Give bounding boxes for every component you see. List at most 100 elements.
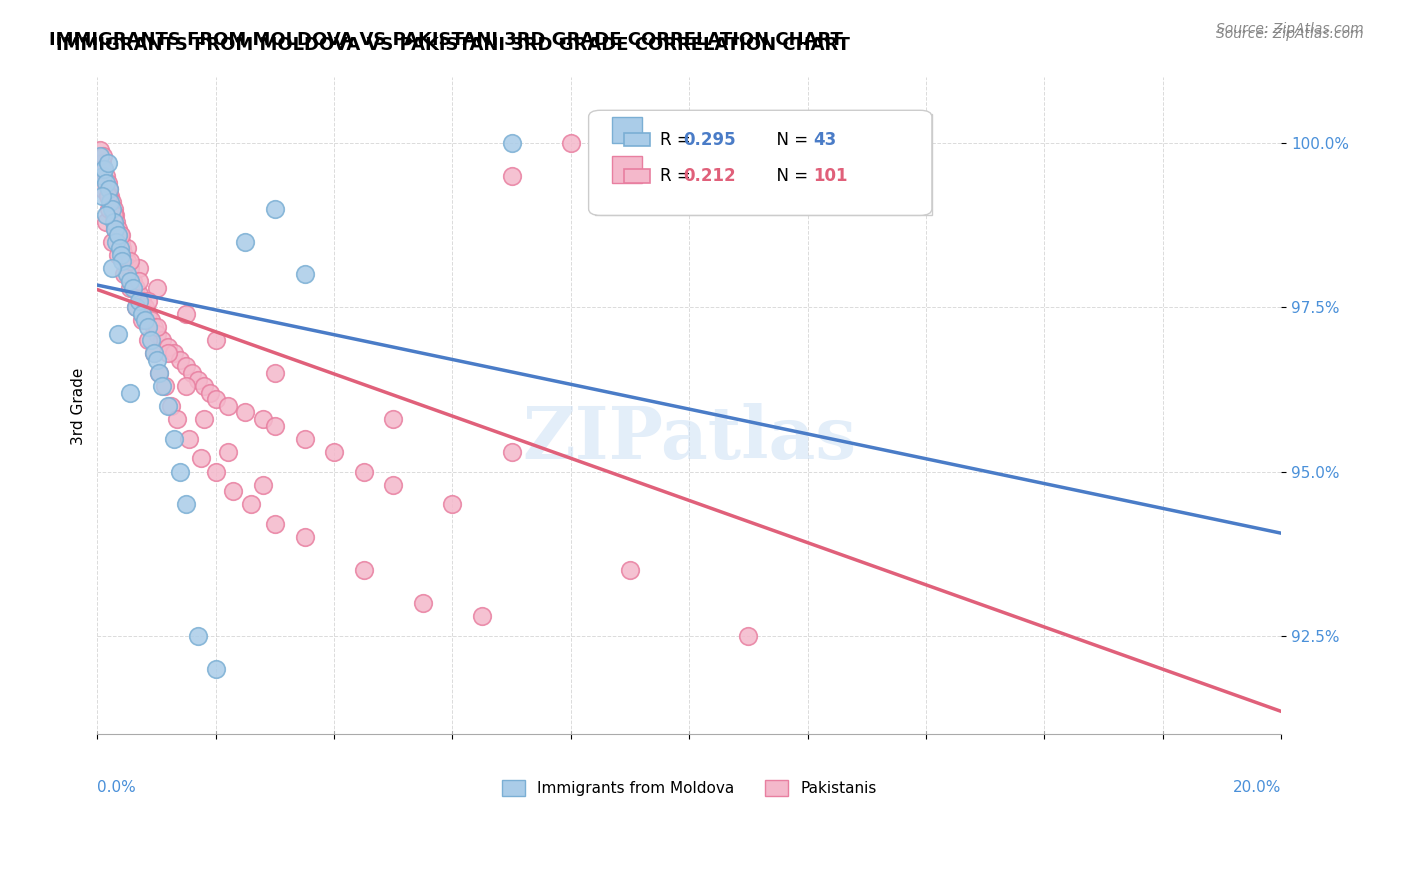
Point (217, 399, 239, 413)
Point (796, 156, 818, 170)
Point (98, 202, 121, 216)
Point (155, 379, 177, 393)
Point (108, 228, 131, 243)
Point (174, 307, 197, 321)
Point (142, 346, 165, 360)
Point (128, 293, 150, 308)
Point (112, 248, 135, 262)
Text: N =: N = (766, 167, 814, 185)
Point (471, 609, 494, 624)
Point (125, 301, 148, 315)
Point (252, 477, 274, 491)
Point (193, 379, 215, 393)
Text: 43: 43 (814, 131, 837, 149)
Point (103, 202, 125, 216)
Point (131, 313, 153, 327)
Text: R =: R = (659, 167, 696, 185)
Y-axis label: 3rd Grade: 3rd Grade (72, 368, 86, 444)
Text: 20.0%: 20.0% (1233, 780, 1281, 796)
Point (100, 188, 122, 202)
Point (264, 202, 287, 216)
Point (96, 208, 118, 222)
Point (91, 162, 114, 177)
Point (174, 379, 197, 393)
Legend: Immigrants from Moldova, Pakistanis: Immigrants from Moldova, Pakistanis (496, 774, 883, 802)
Text: ZIPatlas: ZIPatlas (522, 403, 856, 475)
Text: IMMIGRANTS FROM MOLDOVA VS PAKISTANI 3RD GRADE CORRELATION CHART: IMMIGRANTS FROM MOLDOVA VS PAKISTANI 3RD… (56, 36, 851, 54)
FancyBboxPatch shape (595, 113, 932, 215)
Point (193, 412, 215, 426)
Text: 0.212: 0.212 (683, 167, 735, 185)
Point (125, 280, 148, 294)
Point (105, 215, 128, 229)
Point (157, 399, 180, 413)
Point (145, 320, 167, 334)
Point (101, 260, 124, 275)
Point (142, 320, 165, 334)
Point (240, 497, 263, 511)
Point (89, 143, 111, 157)
Point (353, 563, 375, 577)
Point (136, 293, 159, 308)
Point (204, 333, 226, 347)
Point (441, 497, 464, 511)
Point (89, 149, 111, 163)
Point (252, 412, 274, 426)
Point (678, 149, 700, 163)
Point (115, 268, 138, 282)
Point (145, 352, 167, 367)
Point (174, 359, 197, 374)
Point (93, 162, 115, 177)
Point (118, 260, 141, 275)
Point (118, 274, 141, 288)
Point (97, 156, 120, 170)
Bar (624, 133, 650, 146)
Point (152, 333, 174, 347)
Point (134, 313, 156, 327)
Point (103, 215, 125, 229)
Point (121, 280, 143, 294)
Point (128, 274, 150, 288)
Point (136, 333, 159, 347)
Point (111, 241, 134, 255)
Point (190, 451, 212, 466)
Point (115, 254, 138, 268)
Text: IMMIGRANTS FROM MOLDOVA VS PAKISTANI 3RD GRADE CORRELATION CHART: IMMIGRANTS FROM MOLDOVA VS PAKISTANI 3RD… (49, 31, 844, 49)
Point (169, 465, 191, 479)
Point (110, 248, 132, 262)
Bar (612, 117, 643, 143)
Point (382, 412, 405, 426)
Point (101, 202, 124, 216)
Point (101, 235, 124, 249)
Point (181, 366, 204, 380)
Text: 0.0%: 0.0% (97, 780, 136, 796)
Point (118, 280, 141, 294)
Point (108, 241, 131, 255)
Point (204, 465, 226, 479)
Point (145, 280, 167, 294)
Point (101, 195, 124, 210)
Point (157, 346, 180, 360)
Point (501, 169, 523, 183)
Point (619, 563, 641, 577)
Point (121, 274, 143, 288)
Point (118, 254, 141, 268)
Point (501, 445, 523, 459)
Point (104, 208, 127, 222)
Point (136, 307, 159, 321)
Point (174, 497, 197, 511)
Text: Source: ZipAtlas.com: Source: ZipAtlas.com (1216, 27, 1364, 41)
Point (104, 221, 127, 235)
Point (737, 629, 759, 643)
Point (382, 477, 405, 491)
Bar (624, 169, 650, 183)
Point (204, 662, 226, 676)
Point (112, 268, 135, 282)
Point (160, 399, 183, 413)
Point (125, 301, 148, 315)
Point (217, 445, 239, 459)
Point (131, 293, 153, 308)
Point (187, 629, 209, 643)
Point (204, 392, 226, 407)
Point (107, 228, 129, 243)
